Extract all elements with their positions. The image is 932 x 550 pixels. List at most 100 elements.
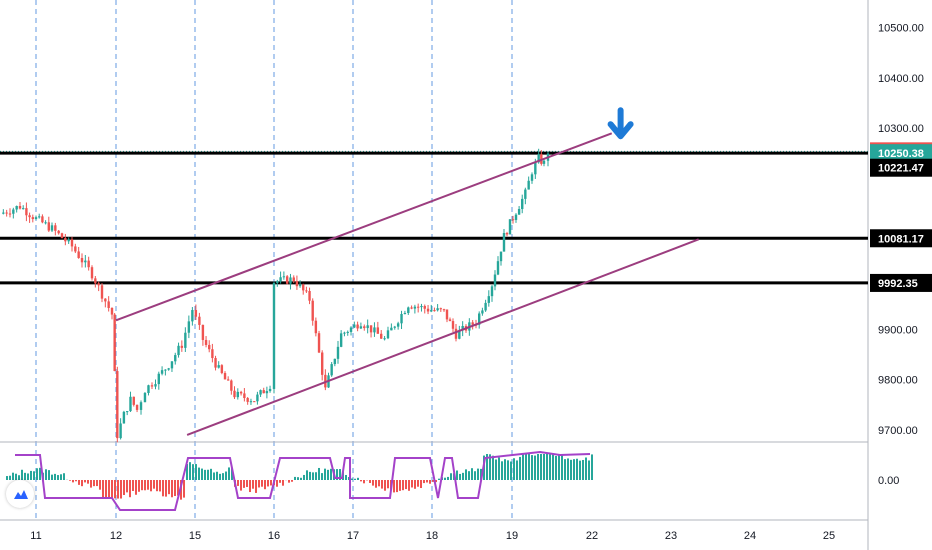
oscillator-bar bbox=[549, 454, 551, 480]
oscillator-bar bbox=[24, 472, 26, 480]
candle-body bbox=[180, 345, 184, 348]
price-tag: 10081.17 bbox=[870, 229, 932, 248]
price-tag-text: 10221.47 bbox=[878, 163, 924, 175]
candle-body bbox=[41, 216, 44, 223]
oscillator-bar bbox=[117, 480, 119, 499]
oscillator-bar bbox=[297, 477, 299, 480]
candle-body bbox=[38, 216, 41, 218]
candle-body bbox=[517, 209, 521, 215]
candle-body bbox=[289, 277, 292, 284]
candle-body bbox=[97, 283, 100, 286]
oscillator-bar bbox=[69, 480, 71, 481]
candle-body bbox=[122, 411, 126, 424]
candle-body bbox=[256, 394, 259, 402]
candle-body bbox=[226, 379, 230, 381]
channel-upper-line bbox=[115, 132, 613, 322]
candle-body bbox=[60, 233, 64, 239]
oscillator-bar bbox=[165, 480, 167, 497]
oscillator-bar bbox=[537, 454, 539, 480]
candle-body bbox=[336, 346, 340, 359]
oscillator-bar bbox=[123, 480, 125, 496]
oscillator-bar bbox=[564, 459, 566, 480]
candle-body bbox=[262, 390, 265, 394]
oscillator-bar bbox=[210, 468, 212, 480]
candle-body bbox=[396, 323, 400, 327]
candle-body bbox=[80, 258, 84, 263]
y-tick-label: 10500.00 bbox=[878, 23, 924, 35]
candle-body bbox=[302, 284, 305, 291]
oscillator-bar bbox=[450, 473, 452, 480]
oscillator-bar bbox=[51, 474, 53, 480]
oscillator-bar bbox=[588, 460, 590, 480]
candle-body bbox=[208, 344, 211, 350]
price-tag-text: 10250.38 bbox=[878, 148, 924, 160]
oscillator-bar bbox=[426, 480, 428, 483]
arrow-down-icon bbox=[607, 107, 634, 140]
candle-body bbox=[386, 330, 390, 339]
oscillator-bar bbox=[186, 463, 188, 480]
oscillator-bar bbox=[432, 480, 434, 482]
oscillator-bar bbox=[156, 480, 158, 492]
oscillator-bar bbox=[321, 473, 323, 480]
tradingview-logo[interactable] bbox=[6, 480, 34, 508]
oscillator-bar bbox=[78, 480, 80, 485]
x-tick-label: 11 bbox=[30, 530, 41, 542]
candle-body bbox=[135, 404, 139, 410]
candle-body bbox=[107, 301, 110, 308]
annotation-layer bbox=[607, 107, 634, 140]
oscillator-bar bbox=[183, 480, 185, 498]
oscillator-bar bbox=[81, 480, 83, 487]
oscillator-bar bbox=[168, 480, 170, 495]
oscillator-bar bbox=[543, 454, 545, 480]
x-tick-label: 17 bbox=[347, 530, 359, 542]
oscillator-bar bbox=[267, 480, 269, 487]
oscillator-bar bbox=[330, 468, 332, 480]
oscillator-bar bbox=[369, 480, 371, 483]
candle-body bbox=[94, 278, 97, 284]
candle-body bbox=[233, 390, 236, 398]
candle-body bbox=[298, 284, 302, 287]
candle-body bbox=[104, 298, 107, 302]
oscillator-bar bbox=[438, 478, 440, 480]
candle-body bbox=[177, 345, 180, 356]
candle-body bbox=[369, 325, 373, 333]
candle-body bbox=[84, 260, 87, 263]
candle-body bbox=[423, 306, 426, 309]
cloud-icon bbox=[14, 490, 28, 499]
oscillator-bar bbox=[378, 480, 380, 487]
oscillator-bar bbox=[18, 475, 20, 480]
oscillator-bar bbox=[567, 458, 569, 480]
candle-body bbox=[430, 310, 433, 312]
candle-body bbox=[31, 217, 34, 220]
y-tick-label: 9900.00 bbox=[878, 324, 918, 336]
oscillator-bar bbox=[189, 462, 191, 480]
candle-body bbox=[356, 324, 359, 329]
oscillator-bar bbox=[579, 460, 581, 480]
oscillator-bar bbox=[546, 454, 548, 480]
y-axis[interactable]: 10500.00 10400.00 10300.00 9900.00 9800.00 97… bbox=[878, 23, 924, 487]
oscillator-bar bbox=[303, 474, 305, 480]
oscillator-bar bbox=[318, 467, 320, 480]
oscillator-bar bbox=[381, 480, 383, 489]
candle-body bbox=[276, 281, 279, 284]
oscillator-panel bbox=[6, 450, 593, 511]
oscillator-bar bbox=[96, 480, 98, 487]
candle-body bbox=[502, 233, 506, 252]
oscillator-bar bbox=[213, 472, 215, 480]
oscillator-bar bbox=[48, 470, 50, 480]
price-tag: 10221.47 bbox=[870, 158, 932, 177]
oscillator-bar bbox=[195, 464, 197, 480]
x-tick-label: 15 bbox=[189, 530, 201, 542]
x-axis[interactable]: 11 12 15 16 17 18 19 22 23 24 25 bbox=[30, 530, 835, 542]
oscillator-bar bbox=[357, 477, 359, 480]
candle-body bbox=[70, 239, 74, 247]
oscillator-bar bbox=[528, 454, 530, 480]
candle-body bbox=[15, 206, 18, 210]
oscillator-bar bbox=[219, 473, 221, 480]
candle-body bbox=[217, 365, 220, 368]
oscillator-bar bbox=[99, 480, 101, 490]
oscillator-bar bbox=[468, 471, 470, 480]
candle-body bbox=[191, 310, 194, 322]
candle-body bbox=[147, 385, 150, 394]
